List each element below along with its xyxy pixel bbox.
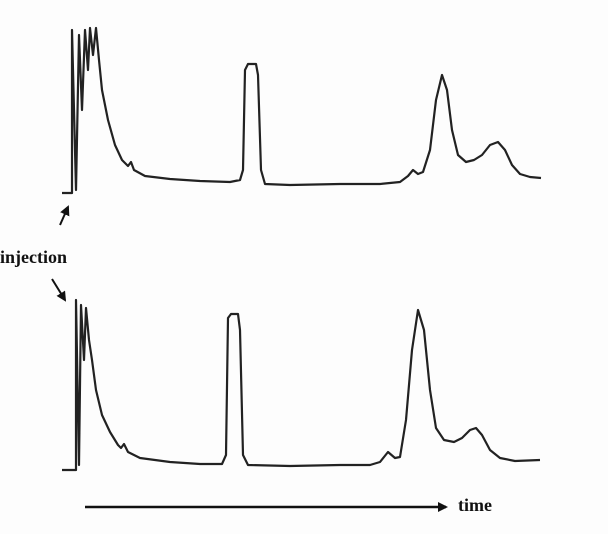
injection-label: injection [0, 247, 67, 267]
time-label: time [458, 495, 492, 515]
bottom-trace [62, 298, 541, 472]
injection-arrow-bottom [51, 278, 67, 302]
injection-arrow-top [59, 205, 70, 226]
top-trace [62, 26, 542, 195]
